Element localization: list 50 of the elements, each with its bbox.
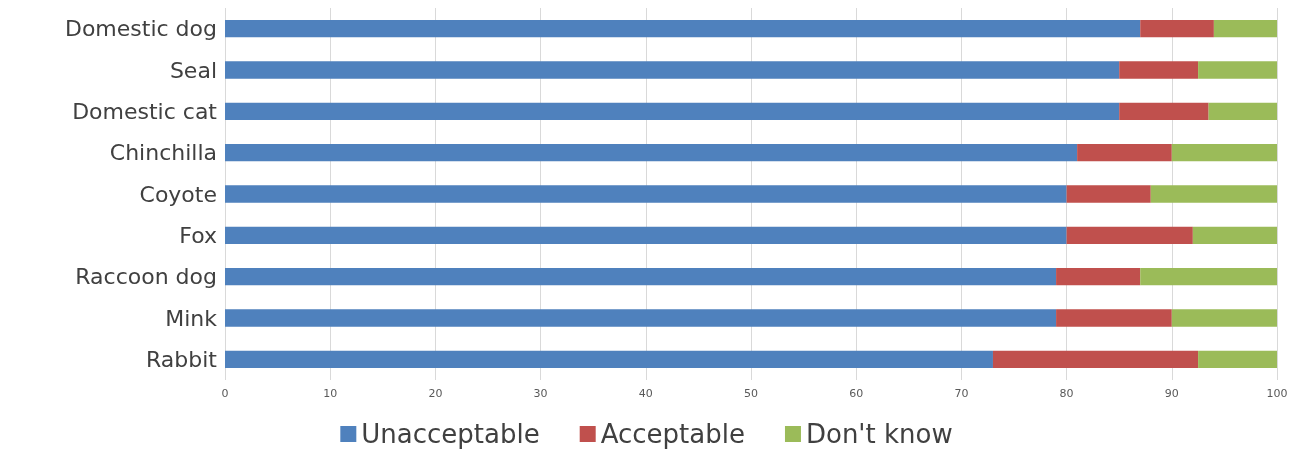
y-tick-label: Seal — [169, 57, 217, 83]
legend-label: Acceptable — [600, 419, 745, 449]
bar — [1066, 185, 1151, 203]
legend-label: Unacceptable — [361, 419, 540, 449]
bar — [992, 350, 1199, 369]
bar — [225, 309, 1057, 327]
bar — [225, 267, 1057, 286]
x-tick-label: 20 — [428, 387, 443, 400]
x-tick-label: 60 — [849, 387, 864, 400]
y-tick-label: Chinchilla — [109, 140, 217, 166]
x-tick-label: 70 — [954, 387, 969, 400]
x-tick-label: 30 — [533, 387, 548, 400]
bar — [1208, 102, 1277, 121]
bar — [225, 102, 1120, 121]
x-tick-label: 40 — [638, 387, 653, 400]
y-tick-label: Domestic cat — [72, 98, 218, 124]
bar — [1171, 143, 1277, 162]
bar — [1066, 226, 1193, 245]
bar — [225, 226, 1067, 245]
y-tick-label: Raccoon dog — [75, 264, 217, 290]
x-tick-label: 90 — [1164, 387, 1179, 400]
bar — [1119, 102, 1209, 121]
bar — [1198, 61, 1277, 79]
y-tick-label: Coyote — [139, 181, 217, 207]
bar — [1140, 19, 1214, 38]
bar — [225, 19, 1141, 38]
bar — [1213, 19, 1277, 38]
bar — [1056, 309, 1172, 327]
y-tick-label: Fox — [179, 222, 217, 248]
bar — [1056, 267, 1141, 286]
y-tick-label: Domestic dog — [64, 16, 217, 42]
bar — [1119, 61, 1199, 79]
x-tick-label: 100 — [1266, 387, 1288, 400]
bar — [225, 143, 1078, 162]
bar — [225, 185, 1067, 203]
bar — [225, 61, 1120, 79]
bar — [225, 350, 993, 369]
x-tick-label: 50 — [744, 387, 758, 400]
bar — [1077, 143, 1172, 162]
legend-label: Don't know — [805, 419, 953, 449]
x-tick-label: 80 — [1059, 387, 1074, 400]
bar — [1140, 267, 1277, 286]
bar — [1198, 350, 1277, 369]
y-tick-label: Mink — [165, 305, 218, 331]
bar — [1192, 226, 1277, 245]
bar — [1150, 185, 1277, 203]
x-tick-label: 0 — [221, 387, 229, 400]
bar — [1171, 309, 1277, 327]
y-tick-label: Rabbit — [146, 346, 218, 372]
x-tick-label: 10 — [323, 387, 338, 400]
